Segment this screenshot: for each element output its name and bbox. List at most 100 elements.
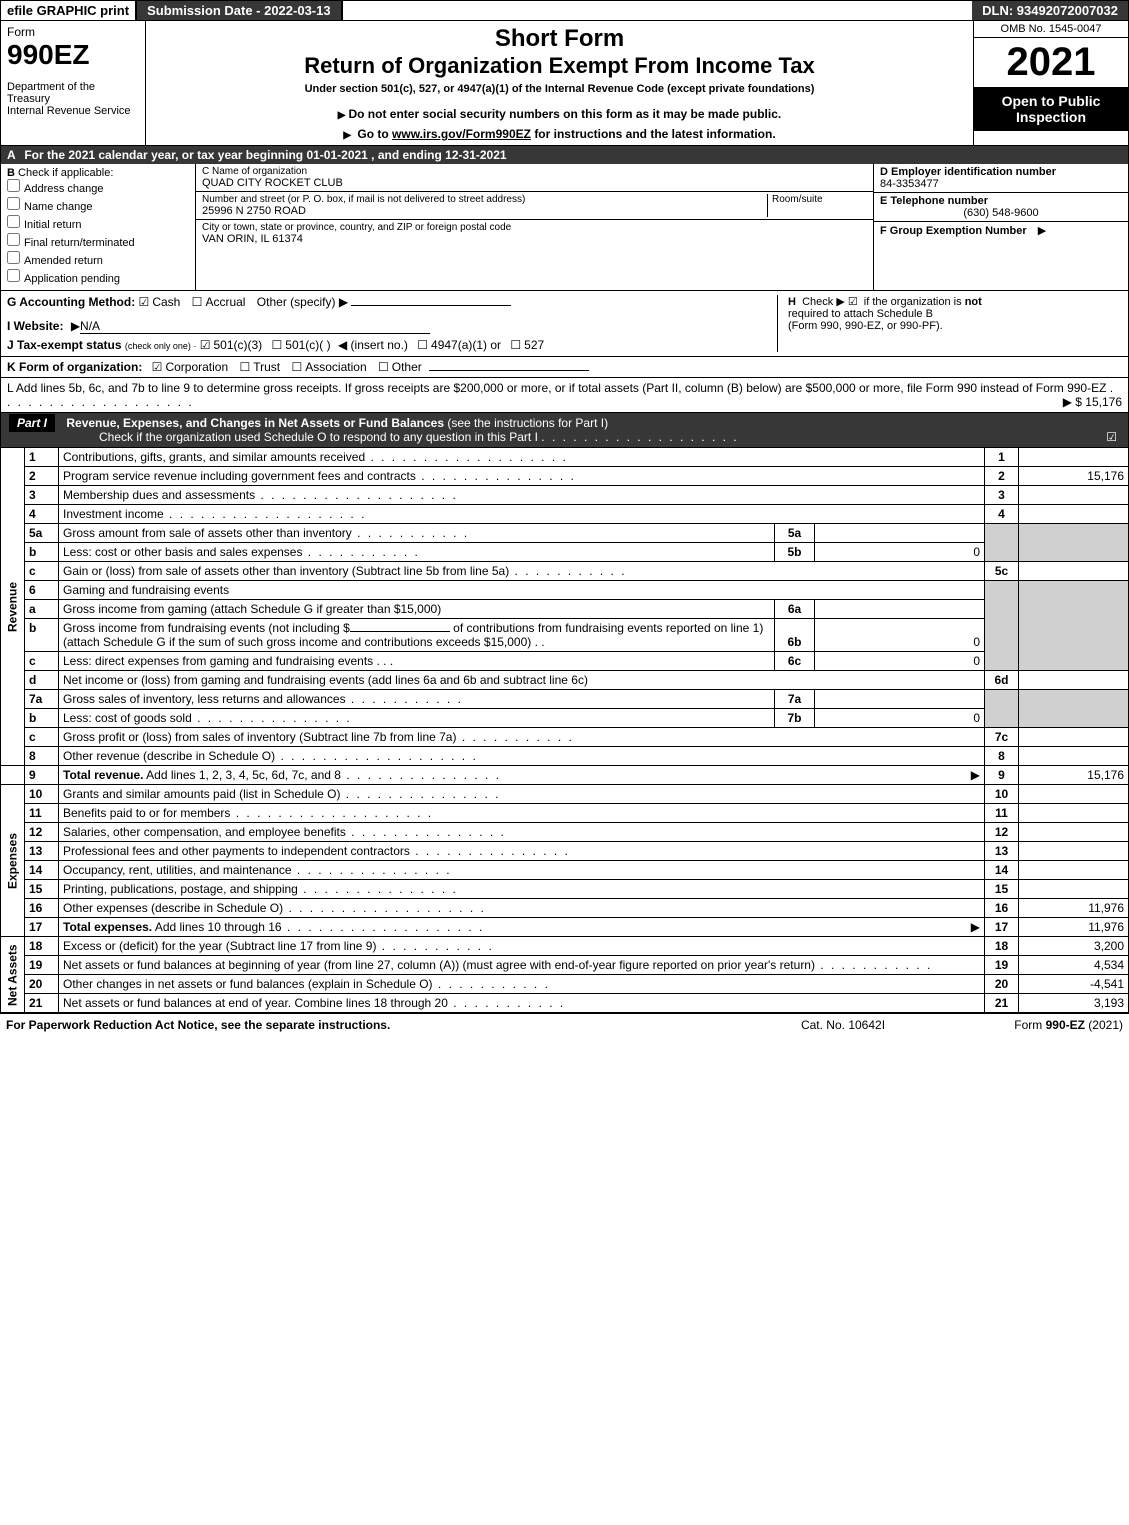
chk-cash[interactable] (139, 295, 153, 309)
line-a-label: A (7, 148, 21, 162)
chk-501c[interactable] (272, 338, 286, 352)
chk-part1-o[interactable] (1106, 430, 1120, 444)
ln-13-val (1019, 842, 1129, 861)
ln-5c-val (1019, 562, 1129, 581)
chk-final-return[interactable]: Final return/terminated (7, 233, 189, 249)
c-city-label: City or town, state or province, country… (202, 222, 867, 233)
ln-12-val (1019, 823, 1129, 842)
ln-7b-sub: 7b (775, 709, 815, 728)
b-label: B (7, 167, 15, 179)
chk-4947[interactable] (417, 338, 431, 352)
ln-19-val: 4,534 (1019, 956, 1129, 975)
chk-trust[interactable] (239, 360, 253, 374)
ln-6b-num: b (25, 619, 59, 652)
ln-14-num: 14 (25, 861, 59, 880)
footer-right: Form 990-EZ (2021) (943, 1018, 1123, 1032)
chk-corp[interactable] (152, 360, 166, 374)
form-label: Form (7, 25, 139, 39)
ln-5b-subval: 0 (815, 543, 985, 562)
ln-20-key: 20 (985, 975, 1019, 994)
ln-1-key: 1 (985, 448, 1019, 467)
chk-501c3[interactable] (200, 338, 214, 352)
ln-9-num: 9 (25, 766, 59, 785)
chk-amended[interactable]: Amended return (7, 251, 189, 267)
l-amount: $ 15,176 (1075, 395, 1122, 409)
form-header: Form 990EZ Department of the Treasury In… (0, 21, 1129, 146)
expenses-label: Expenses (1, 785, 25, 937)
ln-6-num: 6 (25, 581, 59, 600)
ln-4-desc: Investment income (59, 505, 985, 524)
goto-link[interactable]: www.irs.gov/Form990EZ (392, 127, 531, 141)
section-g: G Accounting Method: Cash Accrual Other … (7, 295, 777, 352)
c-room-label: Room/suite (772, 194, 867, 205)
ln-6a-num: a (25, 600, 59, 619)
chk-initial-return[interactable]: Initial return (7, 215, 189, 231)
line-a: A For the 2021 calendar year, or tax yea… (0, 146, 1129, 164)
ln-16-val: 11,976 (1019, 899, 1129, 918)
ln-5ab-shade (985, 524, 1019, 562)
chk-527[interactable] (510, 338, 524, 352)
ln-7c-num: c (25, 728, 59, 747)
ln-7a-subval (815, 690, 985, 709)
ln-17-key: 17 (985, 918, 1019, 937)
open-public: Open to Public Inspection (974, 87, 1128, 131)
ln-16-num: 16 (25, 899, 59, 918)
chk-name-change[interactable]: Name change (7, 197, 189, 213)
telephone: (630) 548-9600 (880, 207, 1122, 219)
header-right: OMB No. 1545-0047 2021 Open to Public In… (973, 21, 1128, 145)
ln-11-val (1019, 804, 1129, 823)
chk-accrual[interactable] (192, 295, 206, 309)
ln-1-val (1019, 448, 1129, 467)
chk-h[interactable] (848, 296, 861, 308)
revenue-label: Revenue (1, 448, 25, 766)
ln-9-desc: Total revenue. Add lines 1, 2, 3, 4, 5c,… (59, 766, 985, 785)
ln-4-num: 4 (25, 505, 59, 524)
ln-6-shade (985, 581, 1019, 671)
c-street-row: Number and street (or P. O. box, if mail… (196, 192, 873, 220)
c-street-label: Number and street (or P. O. box, if mail… (202, 194, 767, 205)
org-street: 25996 N 2750 ROAD (202, 205, 767, 217)
chk-app-pending[interactable]: Application pending (7, 269, 189, 285)
j-label: J Tax-exempt status (7, 338, 122, 352)
section-c: C Name of organization QUAD CITY ROCKET … (196, 164, 873, 290)
ln-13-desc: Professional fees and other payments to … (59, 842, 985, 861)
ln-6c-sub: 6c (775, 652, 815, 671)
ln-7c-val (1019, 728, 1129, 747)
d-ein-label: D Employer identification number (880, 166, 1122, 178)
i-label: I Website: (7, 319, 63, 333)
ln-17-val: 11,976 (1019, 918, 1129, 937)
ln-18-desc: Excess or (deficit) for the year (Subtra… (59, 937, 985, 956)
chk-assoc[interactable] (291, 360, 305, 374)
chk-address-change[interactable]: Address change (7, 179, 189, 195)
ln-2-num: 2 (25, 467, 59, 486)
ln-16-key: 16 (985, 899, 1019, 918)
footer-left: For Paperwork Reduction Act Notice, see … (6, 1018, 743, 1032)
f-grp-label: F Group Exemption Number (880, 225, 1027, 237)
d-ein-row: D Employer identification number 84-3353… (874, 164, 1128, 193)
ln-1-num: 1 (25, 448, 59, 467)
ln-3-val (1019, 486, 1129, 505)
ln-7ab-shadeval (1019, 690, 1129, 728)
ln-19-desc: Net assets or fund balances at beginning… (59, 956, 985, 975)
ln-4-key: 4 (985, 505, 1019, 524)
row-g-h: G Accounting Method: Cash Accrual Other … (0, 291, 1129, 357)
section-d: D Employer identification number 84-3353… (873, 164, 1128, 290)
e-tel-row: E Telephone number (630) 548-9600 (874, 193, 1128, 222)
part1-title: Revenue, Expenses, and Changes in Net As… (66, 416, 444, 430)
ln-19-num: 19 (25, 956, 59, 975)
b-title: Check if applicable: (18, 167, 113, 179)
ln-5c-key: 5c (985, 562, 1019, 581)
ln-6d-val (1019, 671, 1129, 690)
c-city-row: City or town, state or province, country… (196, 220, 873, 247)
submission-date: Submission Date - 2022-03-13 (137, 1, 343, 20)
chk-other[interactable] (378, 360, 392, 374)
website-val: N/A (80, 319, 430, 334)
ln-18-num: 18 (25, 937, 59, 956)
ln-6d-key: 6d (985, 671, 1019, 690)
ln-5a-num: 5a (25, 524, 59, 543)
ln-6a-subval (815, 600, 985, 619)
ln-7c-key: 7c (985, 728, 1019, 747)
top-bar: efile GRAPHIC print Submission Date - 20… (0, 0, 1129, 21)
ln-7a-sub: 7a (775, 690, 815, 709)
l-text: L Add lines 5b, 6c, and 7b to line 9 to … (7, 381, 1106, 395)
